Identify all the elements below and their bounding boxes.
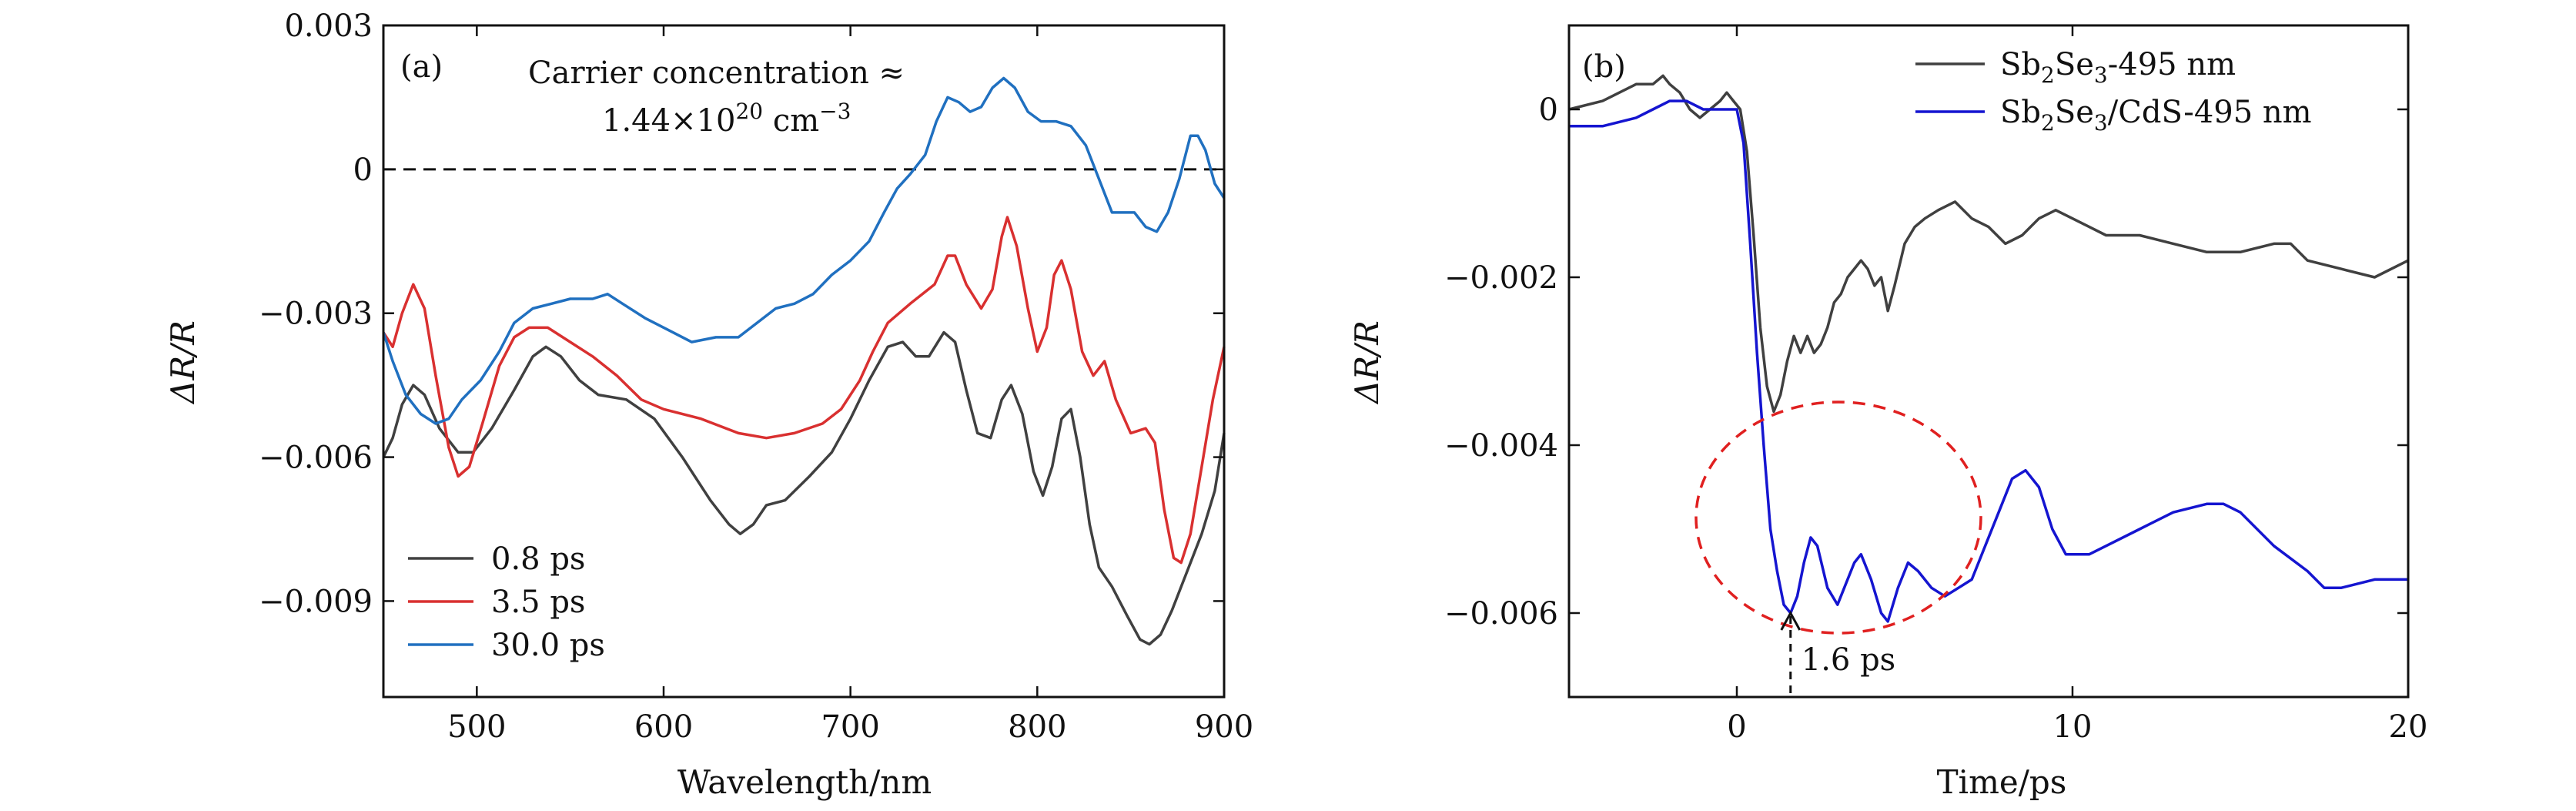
legend-label-subscript: 2 bbox=[2041, 110, 2055, 136]
legend-label-part: Sb bbox=[2000, 47, 2041, 82]
panel-a-series-group bbox=[382, 76, 1226, 646]
x-tick-label: 600 bbox=[634, 709, 693, 745]
panel-a-annotation-line2: 1.44×1020 cm−3 bbox=[602, 99, 851, 139]
panel-a-y-axis-label: ΔR/R bbox=[164, 320, 202, 405]
panel-a-plot-frame bbox=[382, 24, 1226, 699]
legend-label: Sb2Se3-495 nm bbox=[2000, 47, 2236, 88]
marker-arrowhead bbox=[1780, 610, 1802, 631]
series-line bbox=[1569, 99, 2408, 623]
y-tick-label: −0.006 bbox=[259, 441, 373, 476]
x-tick-label: 10 bbox=[2053, 709, 2093, 745]
y-tick-label: 0 bbox=[1539, 92, 1558, 128]
panel-b-plot-frame bbox=[1567, 24, 2410, 699]
legend-label-part: -495 nm bbox=[2108, 47, 2236, 82]
legend-label-subscript: 3 bbox=[2094, 62, 2108, 88]
panel-b-ticks: 0 10 20 0 −0.002 −0.004 −0.006 bbox=[1444, 25, 2427, 745]
annotation-unit: cm bbox=[763, 103, 819, 139]
y-tick-label: −0.006 bbox=[1444, 596, 1558, 632]
legend-label: 3.5 ps bbox=[491, 585, 585, 620]
x-tick-label: 500 bbox=[447, 709, 506, 745]
x-tick-label: 700 bbox=[821, 709, 879, 745]
legend-label-subscript: 2 bbox=[2041, 62, 2055, 88]
y-tick-label: −0.002 bbox=[1444, 260, 1558, 296]
legend-label-part: Se bbox=[2055, 95, 2094, 130]
legend-label-part: Se bbox=[2055, 47, 2094, 82]
y-tick-label: −0.009 bbox=[259, 584, 373, 619]
panel-a-x-axis-label: Wavelength/nm bbox=[677, 763, 932, 801]
panel-b-series-group bbox=[1568, 74, 2409, 623]
panel-a-annotation-line1: Carrier concentration ≈ bbox=[528, 55, 905, 91]
panel-a-ticks: 500 600 700 800 900 0.003 0 −0.003 −0.006 −0.009 bbox=[259, 8, 1253, 745]
marker-label: 1.6 ps bbox=[1802, 642, 1895, 678]
annotation-base: 1.44×10 bbox=[602, 103, 735, 139]
y-tick-label: 0 bbox=[353, 152, 373, 188]
panel-b-chart: 1.6 ps 0 10 200−0.002−0.004−0.006 (b) Sb2S… bbox=[1348, 24, 2427, 801]
series-line bbox=[382, 330, 1226, 646]
legend-label: 30.0 ps bbox=[491, 628, 605, 663]
legend-label-part: /CdS-495 nm bbox=[2108, 95, 2312, 130]
x-tick-label: 20 bbox=[2389, 709, 2428, 745]
panel-b-y-axis-label: ΔR/R bbox=[1348, 320, 1386, 405]
panel-b-tag: (b) bbox=[1582, 49, 1626, 85]
panel-b-x-axis-label: Time/ps bbox=[1937, 763, 2067, 801]
annotation-unit-exponent: −3 bbox=[819, 99, 851, 124]
y-tick-label: −0.003 bbox=[259, 297, 373, 332]
series-line bbox=[382, 216, 1226, 565]
series-line bbox=[1568, 74, 2409, 414]
legend-label-subscript: 3 bbox=[2094, 110, 2108, 136]
legend-label-part: Sb bbox=[2000, 95, 2041, 130]
y-tick-label: −0.004 bbox=[1444, 428, 1558, 464]
legend-label: 0.8 ps bbox=[491, 541, 585, 577]
oscillation-highlight-ellipse bbox=[1694, 400, 1982, 635]
panel-a-tag: (a) bbox=[400, 49, 443, 85]
series-line bbox=[382, 76, 1226, 425]
x-tick-label: 0 bbox=[1727, 709, 1746, 745]
panel-b-annotation: 1.6 ps bbox=[1694, 400, 1982, 697]
legend-label: Sb2Se3/CdS-495 nm bbox=[2000, 95, 2312, 136]
x-tick-label: 900 bbox=[1195, 709, 1253, 745]
panel-a-legend: 0.8 ps 3.5 ps 30.0 ps bbox=[408, 541, 605, 663]
x-tick-label: 800 bbox=[1008, 709, 1066, 745]
y-tick-label: 0.003 bbox=[284, 8, 373, 44]
annotation-exponent: 20 bbox=[735, 99, 763, 124]
panel-a-chart: 500 600 700 800 9000.0030−0.003−0.006−0.009 … bbox=[164, 8, 1253, 801]
